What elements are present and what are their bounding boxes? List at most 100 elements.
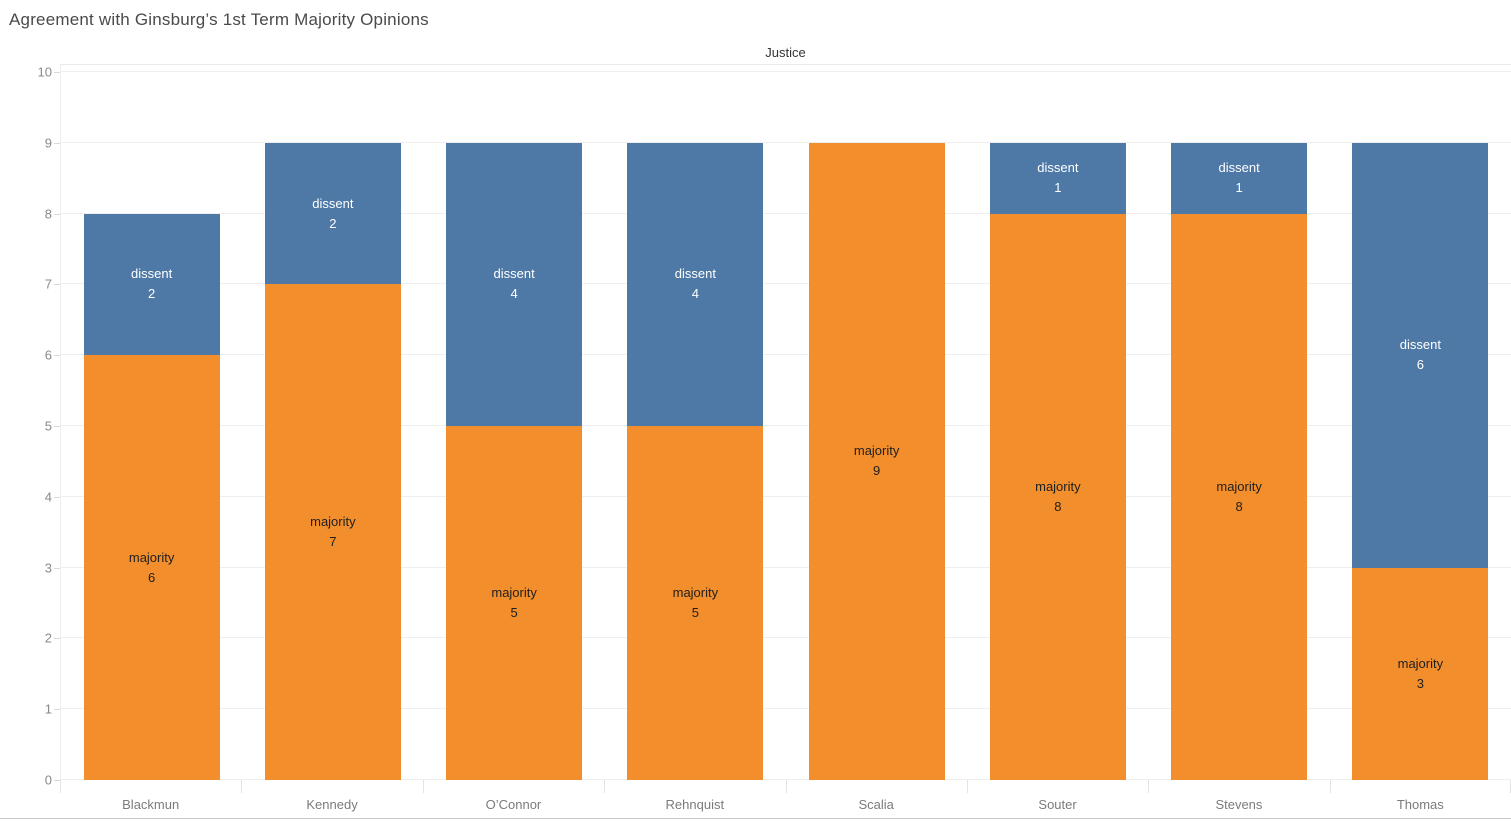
rehnquist-majority-value: 5 — [691, 605, 699, 620]
y-tick-label-5: 5 — [44, 418, 52, 434]
x-axis-label-blackmun: Blackmun — [122, 797, 180, 812]
stevens-dissent-value: 1 — [1235, 180, 1243, 196]
y-tick-label-9: 9 — [44, 135, 52, 151]
column-boundary-tick-1 — [241, 780, 243, 793]
blackmun-majority-label: majority — [128, 549, 175, 565]
souter-majority-value: 8 — [1054, 498, 1062, 514]
x-axis-label-rehnquist: Rehnquist — [665, 797, 725, 812]
column-boundary-tick-2 — [422, 780, 424, 793]
y-tick-label-4: 4 — [44, 489, 52, 505]
gridline-y-2 — [61, 637, 1511, 639]
rehnquist-majority-segment[interactable]: majority 5 — [627, 426, 764, 780]
scalia-majority-value: 9 — [873, 463, 881, 479]
window-bottom-border — [0, 818, 1511, 819]
gridline-y-0 — [61, 779, 1511, 780]
y-tick-mark-10 — [54, 72, 60, 73]
x-axis-label-stevens: Stevens — [1215, 797, 1263, 812]
plot-scale: majority 6 dissent 2 majority 7 dissent 2 majori… — [61, 71, 1511, 780]
o-connor-majority-segment[interactable]: majority 5 — [446, 426, 583, 780]
stevens-majority-value: 8 — [1235, 498, 1243, 514]
plot-area: majority 6 dissent 2 majority 7 dissent 2 majori… — [60, 64, 1511, 780]
kennedy-majority-segment[interactable]: majority 7 — [264, 284, 401, 780]
thomas-majority-value: 3 — [1416, 675, 1424, 691]
stevens-majority-segment[interactable]: majority 8 — [1171, 213, 1308, 780]
column-boundary-tick-4 — [785, 780, 787, 793]
o-connor-majority-value: 5 — [510, 605, 518, 620]
o-connor-dissent-value: 4 — [510, 286, 518, 302]
kennedy-dissent-value: 2 — [329, 215, 337, 231]
y-tick-label-1: 1 — [44, 701, 52, 717]
y-tick-mark-5 — [54, 426, 60, 427]
gridline-y-10 — [61, 71, 1511, 72]
y-tick-mark-6 — [54, 355, 60, 357]
y-axis: 0 1 2 3 4 5 6 7 8 9 10 — [0, 64, 60, 788]
x-axis-label-scalia: Scalia — [858, 797, 894, 812]
thomas-majority-label: majority — [1397, 655, 1444, 671]
scalia-majority-segment[interactable]: majority 9 — [808, 142, 945, 780]
blackmun-dissent-label: dissent — [131, 266, 173, 282]
blackmun-majority-segment[interactable]: majority 6 — [83, 355, 220, 780]
rehnquist-majority-label: majority — [672, 585, 719, 600]
x-axis-label-kennedy: Kennedy — [306, 797, 358, 812]
bar-souter: majority 8 dissent 1 — [967, 72, 1148, 780]
souter-majority-label: majority — [1035, 478, 1081, 494]
thomas-majority-segment[interactable]: majority 3 — [1352, 567, 1489, 780]
kennedy-majority-value: 7 — [329, 534, 337, 550]
souter-dissent-label: dissent — [1037, 160, 1079, 176]
x-axis-label-souter: Souter — [1038, 797, 1077, 812]
column-boundary-tick-5 — [966, 780, 968, 793]
bar-blackmun: majority 6 dissent 2 — [61, 72, 242, 780]
blackmun-dissent-segment[interactable]: dissent 2 — [83, 213, 220, 356]
column-boundary-tick-0 — [60, 780, 61, 793]
chart-title: Agreement with Ginsburg’s 1st Term Major… — [9, 10, 429, 29]
o-connor-dissent-label: dissent — [493, 266, 535, 282]
y-tick-mark-0 — [54, 780, 60, 781]
rehnquist-dissent-value: 4 — [691, 286, 699, 302]
gridline-y-3 — [61, 566, 1511, 568]
gridline-y-1 — [61, 708, 1511, 710]
bar-scalia: majority 9 — [786, 72, 967, 780]
gridline-y-9 — [61, 141, 1511, 143]
y-tick-label-0: 0 — [44, 772, 52, 788]
y-tick-label-2: 2 — [44, 630, 52, 646]
thomas-dissent-label: dissent — [1399, 337, 1441, 353]
y-tick-mark-9 — [54, 142, 60, 144]
rehnquist-dissent-label: dissent — [674, 266, 716, 282]
column-boundary-tick-6 — [1148, 780, 1150, 793]
column-boundary-tick-7 — [1329, 780, 1331, 793]
column-boundary-tick-3 — [604, 780, 606, 793]
thomas-dissent-segment[interactable]: dissent 6 — [1352, 142, 1489, 568]
column-axis-header: Justice — [765, 45, 806, 60]
header-divider — [60, 64, 1511, 65]
stevens-dissent-segment[interactable]: dissent 1 — [1171, 142, 1308, 214]
kennedy-dissent-segment[interactable]: dissent 2 — [264, 142, 401, 285]
y-tick-label-6: 6 — [44, 347, 52, 363]
x-axis-label-thomas: Thomas — [1396, 797, 1444, 812]
gridline-y-4 — [61, 495, 1511, 497]
blackmun-dissent-value: 2 — [148, 286, 156, 302]
gridline-y-8 — [61, 212, 1511, 214]
souter-dissent-segment[interactable]: dissent 1 — [989, 142, 1126, 214]
y-tick-mark-7 — [54, 284, 60, 286]
bar-kennedy: majority 7 dissent 2 — [242, 72, 423, 780]
y-tick-label-7: 7 — [44, 276, 52, 292]
y-tick-mark-2 — [54, 638, 60, 640]
gridline-y-7 — [61, 283, 1511, 285]
gridline-y-5 — [61, 425, 1511, 426]
y-tick-mark-4 — [54, 496, 60, 498]
stevens-majority-label: majority — [1216, 478, 1262, 494]
o-connor-dissent-segment[interactable]: dissent 4 — [446, 142, 583, 426]
stevens-dissent-label: dissent — [1218, 160, 1260, 176]
o-connor-majority-label: majority — [491, 585, 537, 600]
souter-majority-segment[interactable]: majority 8 — [989, 213, 1126, 780]
y-tick-mark-1 — [54, 709, 60, 711]
y-tick-label-10: 10 — [37, 64, 52, 80]
blackmun-majority-value: 6 — [148, 569, 156, 585]
bar-o-connor: majority 5 dissent 4 — [424, 72, 605, 780]
y-tick-mark-3 — [54, 567, 60, 569]
scalia-majority-label: majority — [853, 443, 900, 459]
thomas-dissent-value: 6 — [1416, 357, 1424, 373]
bar-thomas: majority 3 dissent 6 — [1330, 72, 1511, 780]
rehnquist-dissent-segment[interactable]: dissent 4 — [627, 142, 764, 426]
kennedy-majority-label: majority — [310, 514, 356, 530]
